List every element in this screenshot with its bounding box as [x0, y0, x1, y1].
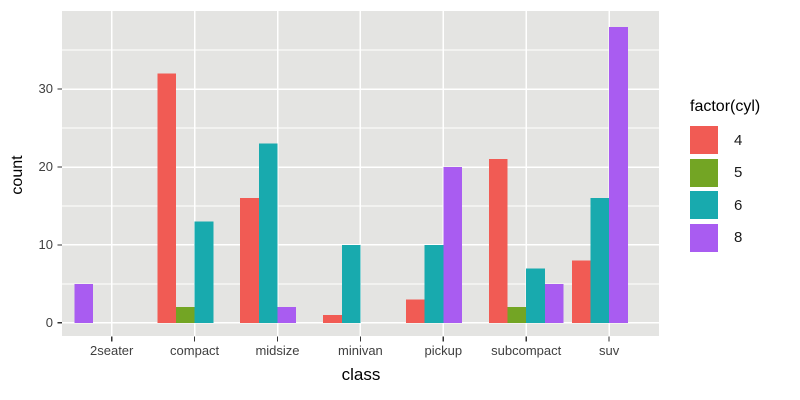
legend-title: factor(cyl)	[690, 98, 761, 115]
bar-midsize-cyl8	[277, 307, 297, 323]
bar-pickup-cyl6	[424, 244, 444, 323]
y-tick-label: 20	[38, 159, 53, 175]
bar-compact-cyl4	[157, 73, 176, 323]
bar-pickup-cyl8	[443, 167, 462, 323]
bar-minivan-cyl6	[341, 244, 361, 323]
x-tick-label: subcompact	[491, 343, 562, 358]
bar-midsize-cyl4	[240, 198, 259, 323]
y-tick-label: 30	[38, 81, 53, 97]
bar-minivan-cyl4	[323, 315, 342, 323]
legend-item-cyl4: 4	[690, 126, 760, 154]
bar-pickup-cyl4	[406, 299, 425, 323]
legend-label: 5	[734, 164, 743, 181]
x-tick-label: pickup	[424, 343, 463, 358]
bar-subcompact-cyl6	[526, 268, 545, 323]
y-axis-title: count	[9, 155, 26, 195]
bar-2seater-cyl8	[74, 283, 94, 323]
x-tick-label: midsize	[255, 343, 300, 358]
legend-item-cyl8: 8	[690, 223, 760, 252]
y-tick-label: 10	[38, 237, 53, 252]
bar-midsize-cyl6	[258, 143, 278, 323]
x-tick-label: minivan	[337, 343, 383, 358]
legend-swatch-cyl6	[690, 191, 718, 219]
bar-suv-cyl6	[590, 198, 610, 323]
bar-compact-cyl6	[194, 221, 214, 323]
bar-compact-cyl5	[175, 307, 195, 323]
y-tick-label: 0	[45, 314, 53, 330]
bar-subcompact-cyl4	[488, 159, 508, 323]
x-tick-label: compact	[170, 343, 220, 358]
legend-item-cyl6: 6	[690, 191, 760, 219]
legend-label: 8	[734, 229, 743, 246]
x-axis-title: class	[341, 365, 381, 384]
legend-item-cyl5: 5	[690, 158, 760, 187]
bar-subcompact-cyl8	[544, 283, 564, 323]
legend-label: 4	[734, 131, 743, 149]
legend-swatch-cyl5	[690, 158, 718, 187]
legend-swatch-cyl4	[690, 126, 718, 154]
legend-swatch-cyl8	[690, 223, 718, 252]
bar-suv-cyl8	[609, 26, 628, 323]
x-tick-label: 2seater	[90, 343, 134, 358]
bar-suv-cyl4	[571, 260, 591, 323]
legend: factor(cyl) 4 5 6 8	[690, 98, 760, 256]
legend-label: 6	[734, 196, 743, 214]
bar-subcompact-cyl5	[507, 307, 527, 323]
x-tick-label: suv	[598, 343, 620, 358]
